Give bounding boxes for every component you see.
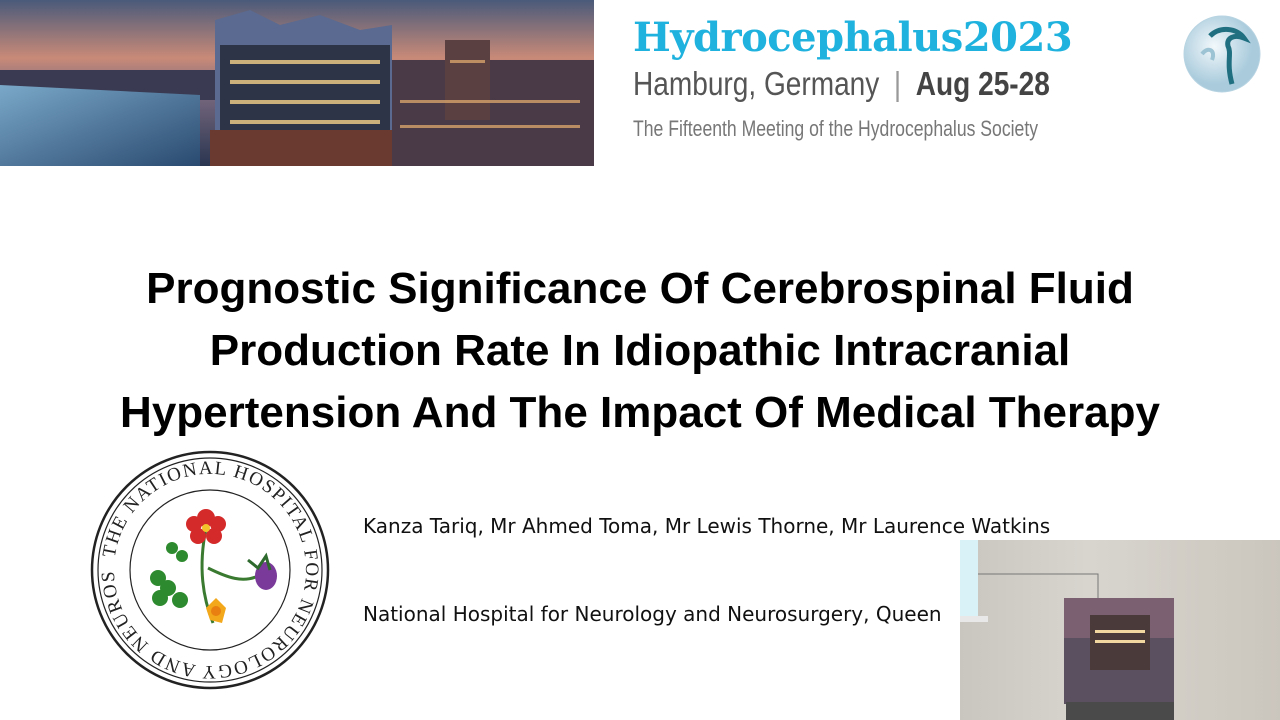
conference-header: Hydrocephalus2023 Hamburg, Germany | Aug… [633, 14, 1139, 142]
conference-location-dates: Hamburg, Germany | Aug 25-28 [633, 62, 1063, 106]
hydrocephalus-society-logo [1182, 14, 1264, 102]
title-line: Prognostic Significance Of Cerebrospinal… [146, 264, 1134, 313]
nhnn-seal-logo: THE NATIONAL HOSPITAL FOR NEUROLOGY AND … [79, 432, 332, 692]
slide-authors: Kanza Tariq, Mr Ahmed Toma, Mr Lewis Tho… [363, 514, 1051, 538]
conference-dates: Aug 25-28 [915, 65, 1050, 102]
title-line: Hypertension And The Impact Of Medical T… [120, 388, 1160, 437]
slide-affiliation: National Hospital for Neurology and Neur… [363, 602, 942, 626]
speaker-video-overlay[interactable] [960, 540, 1280, 720]
hamburg-banner-photo [0, 0, 594, 166]
video-frame [960, 540, 1174, 720]
conference-subtitle: The Fifteenth Meeting of the Hydrocephal… [633, 116, 1039, 141]
slide-title: Prognostic Significance Of Cerebrospinal… [0, 258, 1280, 444]
separator: | [893, 65, 902, 102]
conference-title: Hydrocephalus2023 [633, 14, 1073, 61]
title-line: Production Rate In Idiopathic Intracrani… [209, 326, 1071, 375]
conference-location: Hamburg, Germany [633, 65, 880, 102]
